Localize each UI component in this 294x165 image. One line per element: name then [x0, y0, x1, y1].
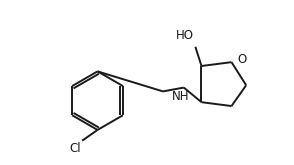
Text: HO: HO [176, 29, 194, 42]
Text: O: O [238, 53, 247, 66]
Text: Cl: Cl [69, 142, 81, 155]
Text: NH: NH [172, 90, 190, 103]
